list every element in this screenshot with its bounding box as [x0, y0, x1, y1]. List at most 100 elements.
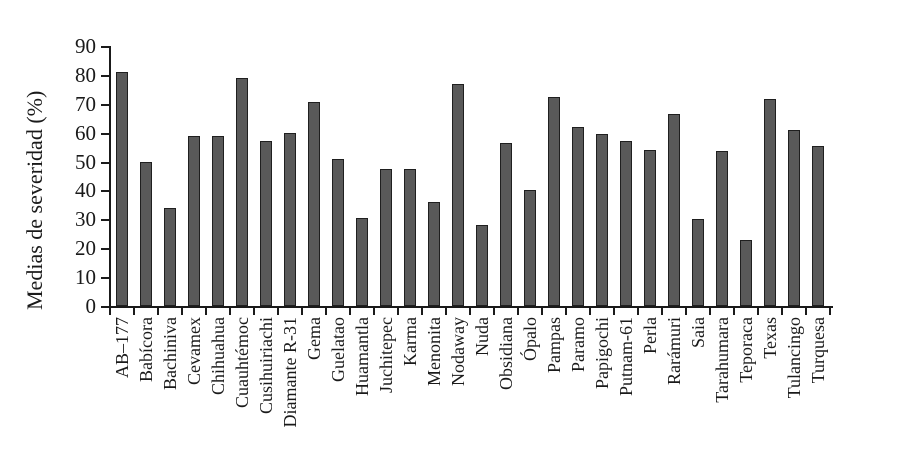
- x-tick-label: Cuauhtémoc: [232, 317, 252, 408]
- y-tick: [101, 103, 109, 106]
- bar: [212, 135, 224, 306]
- x-tick: [805, 308, 807, 315]
- bar: [188, 135, 200, 306]
- bar: [788, 129, 800, 306]
- bar: [548, 96, 560, 306]
- x-tick-label: Putnam-61: [616, 317, 636, 396]
- x-tick-label: Ópalo: [520, 317, 540, 361]
- x-tick-label: Obsidiana: [496, 317, 516, 390]
- x-tick: [229, 308, 231, 315]
- x-tick: [757, 308, 759, 315]
- bar: [116, 72, 128, 306]
- x-tick-label: Paramo: [568, 317, 588, 372]
- y-tick-label: 10: [75, 265, 96, 290]
- x-tick-label: Papigochi: [592, 317, 612, 389]
- y-tick: [101, 306, 109, 308]
- x-tick-label: Cevamex: [184, 317, 204, 385]
- y-axis-line: [109, 46, 111, 308]
- x-tick-label: Menonita: [424, 317, 444, 386]
- x-tick: [829, 308, 831, 315]
- x-tick: [109, 308, 111, 315]
- x-tick: [253, 308, 255, 315]
- x-tick-label: Chihuahua: [208, 317, 228, 395]
- x-tick: [445, 308, 447, 315]
- x-tick: [325, 308, 327, 315]
- y-tick: [101, 74, 109, 77]
- y-tick-label: 20: [75, 236, 96, 261]
- x-tick: [133, 308, 135, 315]
- y-tick-label: 90: [75, 34, 96, 58]
- x-tick: [301, 308, 303, 315]
- x-tick: [589, 308, 591, 315]
- x-tick: [565, 308, 567, 315]
- y-tick: [101, 132, 109, 135]
- x-tick: [157, 308, 159, 315]
- y-tick-label: 30: [75, 207, 96, 232]
- y-tick: [101, 46, 109, 48]
- bar: [596, 134, 608, 306]
- y-tick: [101, 277, 109, 280]
- bar: [572, 126, 584, 306]
- y-tick-label: 80: [75, 62, 96, 87]
- x-tick: [661, 308, 663, 315]
- bar: [140, 161, 152, 306]
- x-tick: [277, 308, 279, 315]
- x-tick: [469, 308, 471, 315]
- y-axis-title: Medias de severidad (%): [22, 90, 47, 310]
- bar: [692, 219, 704, 306]
- x-tick-label: Nodaway: [448, 317, 468, 386]
- x-tick: [709, 308, 711, 315]
- x-tick: [181, 308, 183, 315]
- x-tick-label: Cusihuiriachi: [256, 317, 276, 414]
- bar: [236, 77, 248, 306]
- bar: [308, 102, 320, 306]
- x-tick: [613, 308, 615, 315]
- x-tick-label: Diamante R-31: [280, 317, 300, 428]
- x-tick: [637, 308, 639, 315]
- bar: [356, 217, 368, 306]
- x-tick: [517, 308, 519, 315]
- bar: [716, 151, 728, 306]
- bar: [260, 141, 272, 306]
- y-tick-label: 50: [75, 149, 96, 174]
- bar: [500, 142, 512, 306]
- x-tick-label: Turquesa: [808, 317, 828, 384]
- x-tick-label: Gema: [304, 317, 324, 360]
- bar: [164, 207, 176, 306]
- x-tick: [685, 308, 687, 315]
- x-tick-label: Guelatao: [328, 317, 348, 382]
- y-tick: [101, 248, 109, 251]
- x-tick-label: Babícora: [136, 317, 156, 382]
- bar: [380, 168, 392, 306]
- x-tick-label: Nuda: [472, 317, 492, 356]
- y-tick-label: 40: [75, 178, 96, 203]
- x-tick-label: Tarahumara: [712, 317, 732, 403]
- x-axis-line: [108, 306, 833, 308]
- bar: [332, 158, 344, 306]
- y-tick-label: 60: [75, 120, 96, 145]
- x-tick-label: Huamantla: [352, 317, 372, 396]
- bar: [764, 99, 776, 306]
- x-tick-label: Bachiniva: [160, 317, 180, 390]
- bar: [284, 132, 296, 306]
- x-tick: [205, 308, 207, 315]
- y-tick-label: 0: [85, 294, 97, 318]
- bar: [428, 202, 440, 306]
- y-tick-label: 70: [75, 91, 96, 116]
- x-tick: [373, 308, 375, 315]
- x-tick: [421, 308, 423, 315]
- y-tick: [101, 190, 109, 193]
- x-tick-label: Texas: [760, 317, 780, 359]
- y-tick: [101, 161, 109, 164]
- bar: [620, 141, 632, 306]
- bar: [644, 150, 656, 306]
- bar: [404, 168, 416, 306]
- x-tick-label: Rarámuri: [664, 317, 684, 385]
- x-tick: [541, 308, 543, 315]
- x-tick-label: Perla: [640, 317, 660, 354]
- x-tick: [349, 308, 351, 315]
- x-tick: [397, 308, 399, 315]
- x-tick: [733, 308, 735, 315]
- bar: [524, 190, 536, 306]
- x-tick: [493, 308, 495, 315]
